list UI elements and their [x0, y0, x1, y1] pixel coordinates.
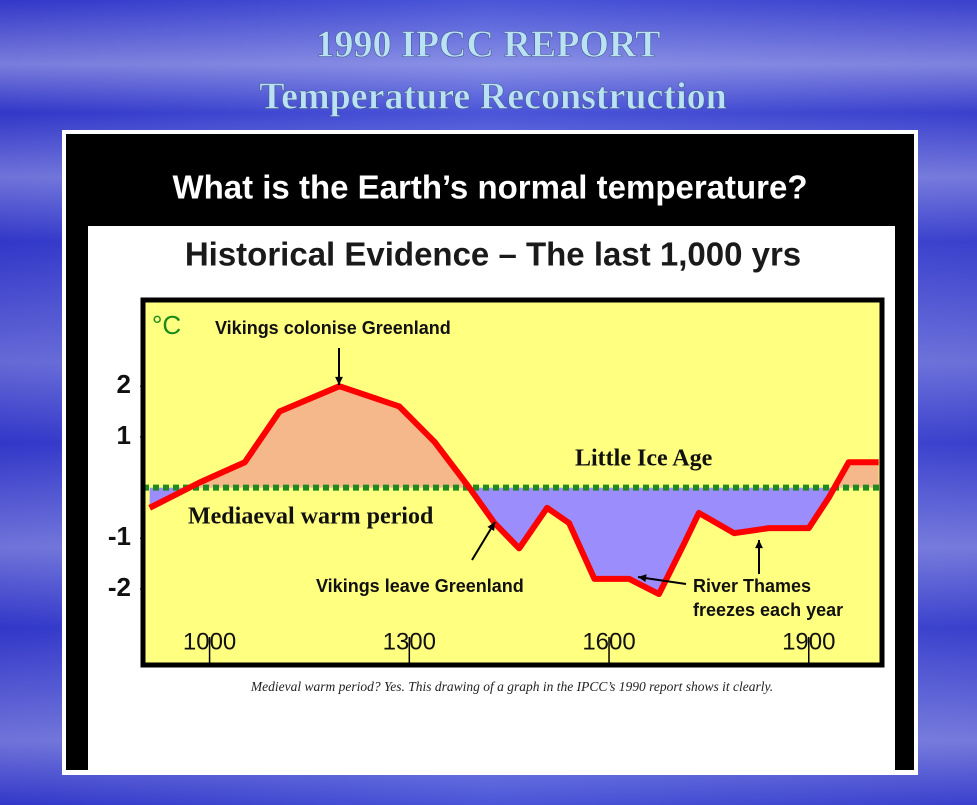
- y-tick-label: -1: [108, 521, 131, 551]
- annotation: Vikings leave Greenland: [316, 576, 524, 596]
- annotation: freezes each year: [693, 600, 843, 620]
- x-tick-label: 1000: [183, 628, 236, 655]
- annotation: River Thames: [693, 576, 811, 596]
- y-unit: °C: [152, 310, 181, 340]
- warm-area: [149, 386, 879, 488]
- slide-title: 1990 IPCC REPORT: [316, 24, 661, 66]
- y-tick-label: 1: [117, 420, 131, 450]
- cold-area: [149, 487, 835, 595]
- x-tick-label: 1300: [383, 628, 436, 655]
- caption: Medieval warm period? Yes. This drawing …: [250, 679, 773, 694]
- chart-subtitle: Historical Evidence – The last 1,000 yrs: [185, 236, 801, 273]
- plot-border: [140, 297, 885, 668]
- y-tick-label: -2: [108, 572, 131, 602]
- annotation: Little Ice Age: [575, 446, 713, 472]
- x-tick-label: 1600: [582, 628, 635, 655]
- slide-subtitle: Temperature Reconstruction: [259, 76, 727, 118]
- arrow-head: [487, 522, 495, 531]
- plot: 1000 1300 1600 1900 -2 -1 1 2 °C Vikings colonise…: [108, 297, 885, 668]
- x-tick-label: 1900: [782, 628, 835, 655]
- annotation: Vikings colonise Greenland: [215, 318, 451, 338]
- temperature-line: [148, 383, 879, 598]
- arrow-head: [755, 540, 763, 549]
- arrow-head: [638, 574, 647, 583]
- annotation: Mediaeval warm period: [188, 504, 434, 530]
- chart-title: What is the Earth’s normal temperature?: [172, 169, 807, 206]
- y-tick-label: 2: [117, 369, 131, 399]
- arrow-head: [335, 376, 343, 385]
